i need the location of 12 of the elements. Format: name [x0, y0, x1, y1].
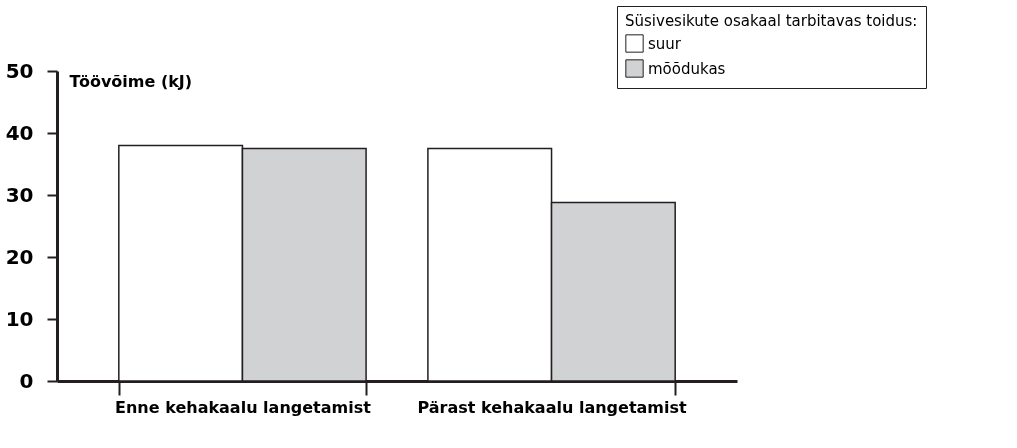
y-tick-label: 20 [5, 244, 34, 269]
y-tick-label: 40 [5, 120, 34, 145]
y-axis-title: Töövõime (kJ) [69, 71, 193, 91]
y-tick-label: 0 [19, 368, 34, 393]
legend-label: mõõdukas [648, 59, 726, 78]
legend-title: Süsivesikute osakaal tarbitavas toidus: [625, 12, 918, 30]
y-tick-label: 30 [5, 182, 34, 207]
x-tick-label: Pärast kehakaalu langetamist [417, 397, 687, 417]
y-tick-label: 10 [5, 306, 34, 331]
y-tick-label: 50 [5, 58, 34, 83]
x-tick-label: Enne kehakaalu langetamist [115, 397, 372, 417]
legend-label: suur [648, 34, 682, 53]
